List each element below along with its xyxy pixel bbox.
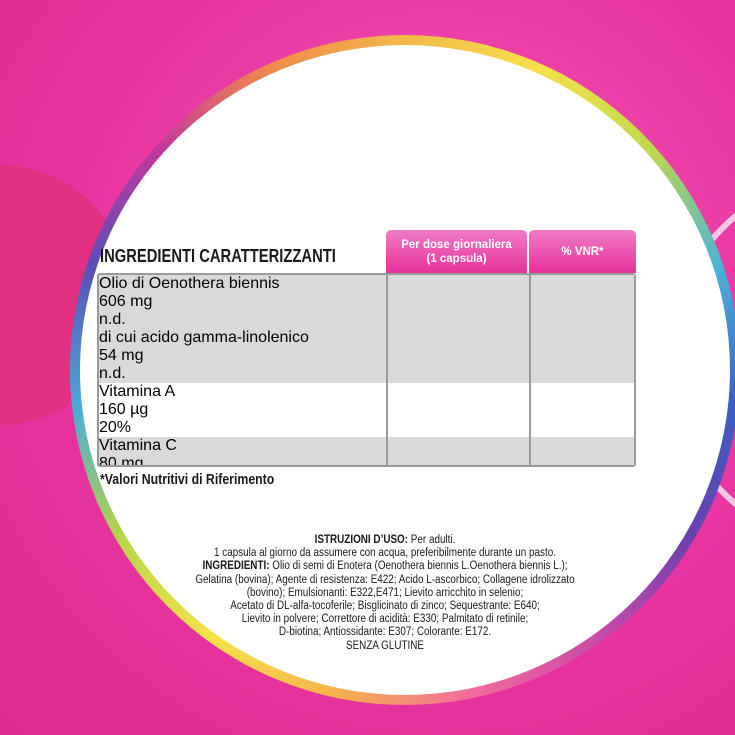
vnr: 20% (99, 419, 132, 436)
footnote: *Valori Nutritivi di Riferimento (100, 471, 275, 488)
instructions: ISTRUZIONI D’USO: Per adulti. 1 capsula … (150, 534, 620, 653)
table-title: INGREDIENTI CARATTERIZZANTI (100, 246, 336, 266)
ingredient: Olio di Oenothera biennis (99, 275, 280, 292)
instr-line: Lievito in polvere; Correttore di acidit… (241, 613, 529, 626)
ingredient: di cui acido gamma-linolenico (99, 329, 309, 346)
instr-line: INGREDIENTI: Olio di semi di Enotera (Oe… (183, 560, 587, 573)
ingredient: Vitamina C (99, 437, 177, 454)
header-vnr: % VNR* (529, 230, 636, 273)
instr-line: SENZA GLUTINE (345, 639, 425, 652)
vnr: n.d. (99, 365, 126, 382)
table-row: di cui acido gamma-linolenico 54 mg n.d. (99, 329, 634, 383)
dose: 80 mg (99, 455, 144, 467)
ingredient: Vitamina A (99, 383, 176, 400)
header-dose: Per dose giornaliera (1 capsula) (386, 230, 527, 273)
instr-line: Gelatina (bovina); Agente di resistenza:… (195, 573, 575, 586)
label: INGREDIENTI: (202, 560, 270, 573)
column-divider (529, 275, 531, 465)
instr-line: 1 capsula al giorno da assumere con acqu… (214, 547, 556, 560)
dose: 160 µg (99, 401, 149, 418)
column-divider (386, 275, 388, 465)
header-line: Per dose giornaliera (401, 238, 512, 251)
instr-line: (bovino); Emulsionanti: E322,E471; Lievi… (246, 586, 524, 599)
table-row: Vitamina C80 mg100% (99, 437, 634, 467)
header-line: % VNR* (561, 245, 604, 258)
vnr: n.d. (99, 311, 126, 328)
text: Olio di semi di Enotera (Oenothera bienn… (269, 560, 568, 573)
table-row: Vitamina A 160 µg 20% (99, 383, 634, 437)
instr-line: ISTRUZIONI D’USO: Per adulti. (183, 534, 587, 547)
dose: 54 mg (99, 347, 144, 364)
nutrition-table: Olio di Oenothera biennis 606 mg n.d. di cu… (97, 273, 636, 467)
table-row: Olio di Oenothera biennis 606 mg n.d. (99, 275, 634, 329)
instr-line: Acetato di DL-alfa-tocoferile; Bisglicin… (230, 600, 540, 613)
label: ISTRUZIONI D’USO: (314, 534, 409, 546)
instr-line: D-biotina; Antiossidante: E307; Colorant… (278, 626, 492, 639)
dose: 606 mg (99, 293, 153, 310)
text: Per adulti. (408, 534, 456, 546)
header-line: (1 capsula) (426, 252, 487, 265)
